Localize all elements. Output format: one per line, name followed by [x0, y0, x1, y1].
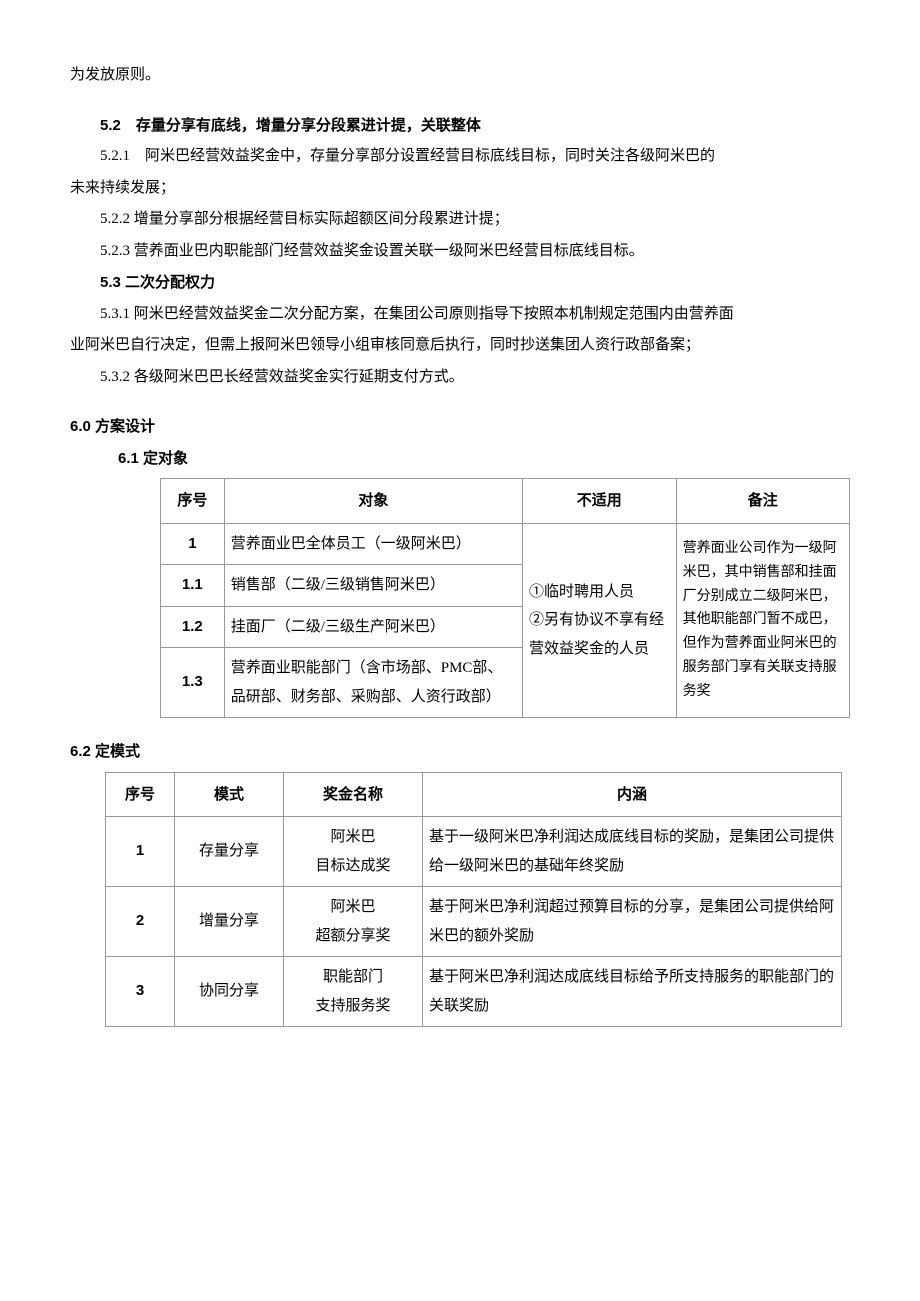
cell-desc: 基于阿米巴净利润超过预算目标的分享，是集团公司提供给阿米巴的额外奖励: [423, 887, 842, 957]
heading-6-0: 6.0 方案设计: [70, 411, 850, 443]
paragraph-5-3-1a: 5.3.1 阿米巴经营效益奖金二次分配方案，在集团公司原则指导下按照本机制规定范…: [70, 299, 850, 331]
spacer: [70, 92, 850, 110]
table-row: 3 协同分享 职能部门 支持服务奖 基于阿米巴净利润达成底线目标给予所支持服务的…: [106, 957, 842, 1027]
cell-desc: 基于阿米巴净利润达成底线目标给予所支持服务的职能部门的关联奖励: [423, 957, 842, 1027]
table-modes: 序号 模式 奖金名称 内涵 1 存量分享 阿米巴 目标达成奖 基于一级阿米巴净利…: [105, 772, 842, 1028]
th-num: 序号: [161, 479, 225, 524]
cell-num: 2: [106, 887, 175, 957]
cell-bonus-name: 职能部门 支持服务奖: [284, 957, 423, 1027]
th-num: 序号: [106, 772, 175, 817]
bonus-name-line1: 阿米巴: [330, 899, 375, 915]
th-desc: 内涵: [423, 772, 842, 817]
table-header-row: 序号 模式 奖金名称 内涵: [106, 772, 842, 817]
cell-object: 挂面厂（二级/三级生产阿米巴）: [224, 606, 522, 648]
th-mode: 模式: [175, 772, 284, 817]
cell-num: 1.3: [161, 648, 225, 718]
paragraph-5-3-2: 5.3.2 各级阿米巴巴长经营效益奖金实行延期支付方式。: [70, 362, 850, 394]
paragraph-5-2-3: 5.2.3 营养面业巴内职能部门经营效益奖金设置关联一级阿米巴经营目标底线目标。: [70, 236, 850, 268]
cell-object: 营养面业职能部门（含市场部、PMC部、品研部、财务部、采购部、人资行政部）: [224, 648, 522, 718]
bonus-name-line2: 超额分享奖: [315, 928, 390, 944]
cell-num: 3: [106, 957, 175, 1027]
cell-num: 1.1: [161, 565, 225, 607]
cell-mode: 协同分享: [175, 957, 284, 1027]
cell-num: 1: [161, 523, 225, 565]
th-na: 不适用: [522, 479, 676, 524]
paragraph-5-3-1b: 业阿米巴自行决定，但需上报阿米巴领导小组审核同意后执行，同时抄送集团人资行政部备…: [70, 330, 850, 362]
cell-not-applicable: ①临时聘用人员 ②另有协议不享有经营效益奖金的人员: [522, 523, 676, 718]
th-object: 对象: [224, 479, 522, 524]
heading-5-2: 5.2 存量分享有底线，增量分享分段累进计提，关联整体: [70, 110, 850, 142]
heading-6-2: 6.2 定模式: [70, 736, 850, 768]
paragraph-intro: 为发放原则。: [70, 60, 850, 92]
bonus-name-line2: 目标达成奖: [315, 858, 390, 874]
table-row: 2 增量分享 阿米巴 超额分享奖 基于阿米巴净利润超过预算目标的分享，是集团公司…: [106, 887, 842, 957]
bonus-name-line1: 职能部门: [323, 969, 383, 985]
heading-5-3: 5.3 二次分配权力: [70, 267, 850, 299]
table-header-row: 序号 对象 不适用 备注: [161, 479, 850, 524]
paragraph-5-2-1a: 5.2.1 阿米巴经营效益奖金中，存量分享部分设置经营目标底线目标，同时关注各级…: [70, 141, 850, 173]
spacer: [70, 718, 850, 736]
cell-mode: 存量分享: [175, 817, 284, 887]
bonus-name-line2: 支持服务奖: [315, 998, 390, 1014]
cell-mode: 增量分享: [175, 887, 284, 957]
cell-remark: 营养面业公司作为一级阿米巴，其中销售部和挂面厂分别成立二级阿米巴，其他职能部门暂…: [676, 523, 849, 718]
table-targets: 序号 对象 不适用 备注 1 营养面业巴全体员工（一级阿米巴） ①临时聘用人员 …: [160, 478, 850, 718]
heading-6-1: 6.1 定对象: [70, 443, 850, 475]
cell-num: 1: [106, 817, 175, 887]
table-row: 1 营养面业巴全体员工（一级阿米巴） ①临时聘用人员 ②另有协议不享有经营效益奖…: [161, 523, 850, 565]
paragraph-5-2-2: 5.2.2 增量分享部分根据经营目标实际超额区间分段累进计提；: [70, 204, 850, 236]
cell-desc: 基于一级阿米巴净利润达成底线目标的奖励，是集团公司提供给一级阿米巴的基础年终奖励: [423, 817, 842, 887]
table-row: 1 存量分享 阿米巴 目标达成奖 基于一级阿米巴净利润达成底线目标的奖励，是集团…: [106, 817, 842, 887]
th-name: 奖金名称: [284, 772, 423, 817]
bonus-name-line1: 阿米巴: [330, 829, 375, 845]
cell-object: 销售部（二级/三级销售阿米巴）: [224, 565, 522, 607]
cell-bonus-name: 阿米巴 目标达成奖: [284, 817, 423, 887]
th-remark: 备注: [676, 479, 849, 524]
cell-object: 营养面业巴全体员工（一级阿米巴）: [224, 523, 522, 565]
cell-num: 1.2: [161, 606, 225, 648]
spacer: [70, 393, 850, 411]
cell-bonus-name: 阿米巴 超额分享奖: [284, 887, 423, 957]
paragraph-5-2-1b: 未来持续发展；: [70, 173, 850, 205]
